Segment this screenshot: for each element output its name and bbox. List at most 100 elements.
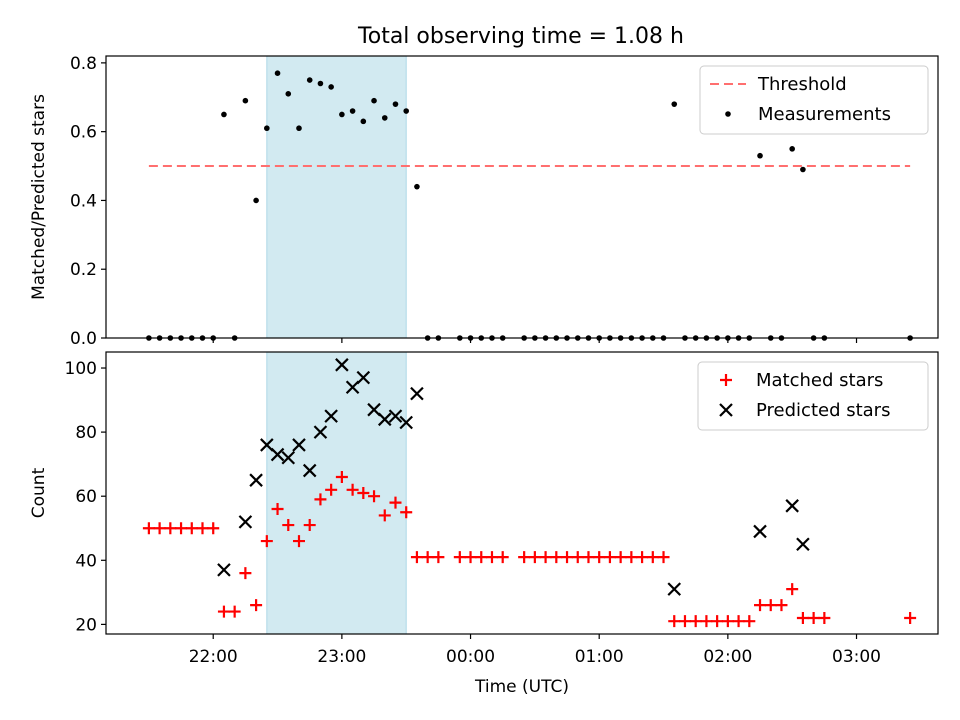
- bottom-panel: 20 40 60 80 100 22:00 23:00 00:00 01:00 02:00 03:0…: [29, 351, 939, 697]
- x-tick-label: 00:00: [446, 647, 495, 667]
- y-tick-label: 20: [75, 615, 97, 635]
- matched-star-point: [464, 551, 477, 564]
- predicted-star-point: [292, 438, 306, 452]
- predicted-star-point: [324, 409, 338, 423]
- matched-star-point: [453, 551, 466, 564]
- matched-star-point: [636, 551, 649, 564]
- measurement-point: [328, 84, 334, 90]
- predicted-star-point: [260, 438, 274, 452]
- matched-star-point: [185, 522, 198, 535]
- measurement-point: [317, 80, 324, 87]
- y-axis-label: Matched/Predicted stars: [29, 94, 49, 300]
- matched-star-point: [400, 506, 413, 519]
- y-tick-label: 80: [75, 423, 97, 443]
- matched-star-point: [314, 493, 327, 506]
- series-matched-stars: [142, 470, 917, 628]
- legend: Threshold Measurements: [699, 65, 929, 135]
- x-tick-label: 23:00: [317, 647, 366, 667]
- matched-star-point: [711, 615, 724, 628]
- measurement-point: [360, 118, 367, 125]
- predicted-star-point: [388, 409, 403, 423]
- measurement-point: [800, 166, 806, 173]
- predicted-star-point: [335, 358, 349, 372]
- matched-star-point: [786, 583, 799, 596]
- y-tick-label: 0.8: [70, 54, 97, 74]
- matched-star-point: [518, 551, 531, 564]
- predicted-star-point: [302, 463, 317, 478]
- x-tick-label: 02:00: [703, 647, 752, 667]
- measurement-point: [349, 108, 356, 114]
- predicted-star-point: [356, 370, 371, 385]
- measurement-point: [757, 152, 763, 159]
- matched-star-point: [582, 551, 595, 564]
- x-tick-label: 03:00: [832, 647, 881, 667]
- matched-star-point: [721, 615, 734, 628]
- matched-star-point: [217, 605, 230, 618]
- matched-star-point: [754, 599, 767, 612]
- measurement-point: [414, 183, 420, 190]
- matched-star-point: [678, 615, 691, 628]
- measurement-point: [296, 125, 302, 132]
- matched-star-point: [700, 615, 713, 628]
- matched-star-point: [196, 522, 209, 535]
- y-tick-label: 0.2: [70, 260, 97, 280]
- matched-star-point: [421, 551, 434, 564]
- matched-star-point: [764, 599, 777, 612]
- matched-star-point: [904, 611, 917, 624]
- matched-star-point: [335, 470, 348, 483]
- matched-star-point: [743, 615, 756, 628]
- measurement-point: [285, 91, 292, 97]
- matched-star-point: [475, 551, 488, 564]
- predicted-star-point: [399, 415, 413, 430]
- matched-star-point: [603, 551, 616, 564]
- matched-star-point: [668, 615, 681, 628]
- predicted-star-point: [313, 425, 328, 439]
- matched-star-point: [346, 483, 359, 496]
- matched-star-point: [625, 551, 638, 564]
- matched-star-point: [593, 551, 606, 564]
- predicted-star-point: [217, 563, 231, 577]
- matched-star-point: [614, 551, 627, 564]
- chart-title: Total observing time = 1.08 h: [357, 24, 684, 49]
- y-tick-label: 0.6: [70, 123, 97, 143]
- axes-frame: [105, 55, 939, 339]
- matched-star-point: [528, 551, 541, 564]
- matched-star-point: [164, 522, 177, 535]
- matched-star-point: [539, 551, 552, 564]
- matched-star-point: [410, 551, 423, 564]
- predicted-star-point: [667, 582, 682, 596]
- x-axis-label: Time (UTC): [474, 677, 569, 697]
- measurement-point: [221, 111, 227, 118]
- matched-star-point: [378, 509, 391, 522]
- series-predicted-stars: [217, 358, 810, 596]
- matched-star-point: [260, 535, 273, 548]
- predicted-star-point: [281, 450, 296, 465]
- matched-star-point: [153, 522, 166, 535]
- legend: Matched stars Predicted stars: [697, 361, 929, 431]
- matched-star-point: [571, 551, 584, 564]
- matched-star-point: [485, 551, 498, 564]
- y-tick-label: 40: [75, 551, 97, 571]
- matched-star-point: [207, 522, 220, 535]
- y-tick-label: 60: [75, 487, 97, 507]
- legend-label: Measurements: [758, 104, 891, 125]
- y-axis-label: Count: [29, 467, 49, 518]
- top-panel: 0.0 0.2 0.4 0.6 0.8 Matched/Predicted stars Th…: [29, 54, 939, 349]
- matched-star-point: [646, 551, 659, 564]
- predicted-star-point: [753, 524, 767, 539]
- matched-star-point: [496, 551, 509, 564]
- matched-star-point: [689, 615, 702, 628]
- axes-frame: [105, 351, 939, 635]
- matched-star-point: [325, 483, 338, 496]
- x-tick-label: 01:00: [575, 647, 624, 667]
- predicted-star-point: [410, 386, 424, 401]
- matched-star-point: [550, 551, 563, 564]
- measurement-point: [306, 77, 313, 83]
- measurement-point: [274, 70, 281, 76]
- matched-star-point: [432, 551, 445, 564]
- measurement-point: [392, 101, 399, 107]
- measurement-point: [671, 101, 678, 107]
- matched-star-point: [292, 535, 305, 548]
- measurement-point: [403, 108, 410, 114]
- matched-star-point: [775, 599, 788, 612]
